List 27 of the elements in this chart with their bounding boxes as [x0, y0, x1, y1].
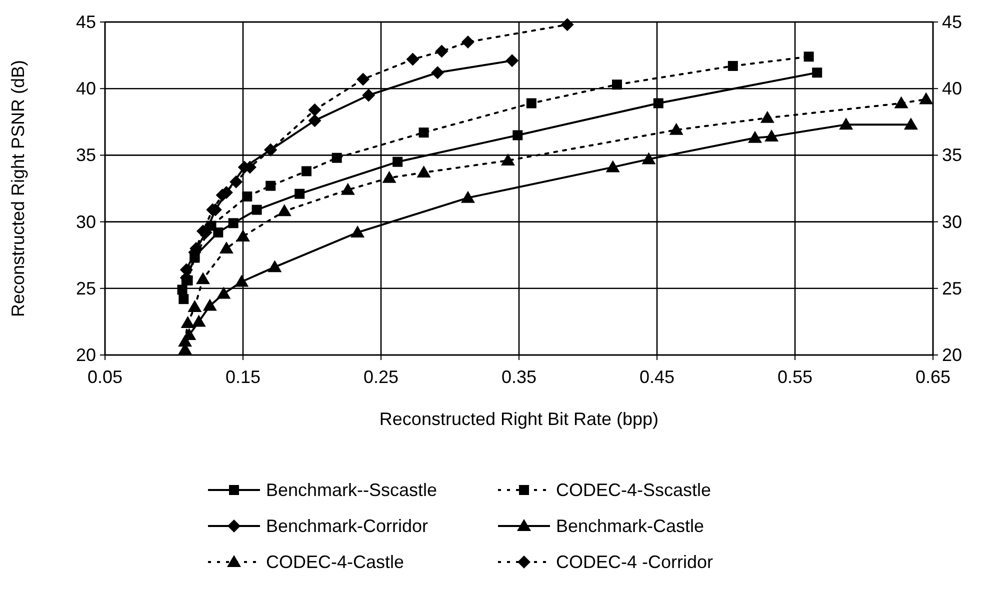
x-tick-label: 0.45: [639, 367, 675, 387]
y2-tick-label: 45: [942, 12, 962, 32]
y-tick-label: 25: [76, 278, 96, 298]
y-tick-label: 45: [76, 12, 96, 32]
x-tick-label: 0.35: [501, 367, 537, 387]
legend-label: CODEC-4-Sscastle: [556, 480, 712, 500]
y2-tick-label: 25: [942, 278, 962, 298]
legend-label: CODEC-4-Castle: [266, 552, 404, 572]
legend-label: Benchmark-Castle: [556, 516, 704, 536]
y2-tick-label: 35: [942, 145, 962, 166]
x-tick-label: 0.05: [87, 367, 123, 387]
x-tick-label: 0.65: [915, 367, 951, 387]
legend-label: Benchmark-Corridor: [266, 516, 428, 536]
y-tick-label: 35: [76, 145, 96, 166]
x-tick-label: 0.25: [363, 367, 399, 387]
y-tick-label: 40: [76, 78, 96, 99]
legend-label: CODEC-4 -Corridor: [556, 552, 714, 572]
y2-tick-label: 20: [942, 345, 962, 365]
y-tick-label: 30: [76, 212, 96, 232]
y-tick-label: 20: [76, 345, 96, 365]
x-tick-label: 0.55: [777, 367, 813, 387]
legend-label: Benchmark--Sscastle: [266, 480, 438, 500]
y2-tick-label: 30: [942, 212, 962, 232]
y2-tick-label: 40: [942, 78, 962, 99]
y-axis-title: Reconstructed Right PSNR (dB): [8, 60, 28, 318]
x-tick-label: 0.15: [225, 367, 261, 387]
x-axis-title: Reconstructed Right Bit Rate (bpp): [379, 409, 659, 429]
